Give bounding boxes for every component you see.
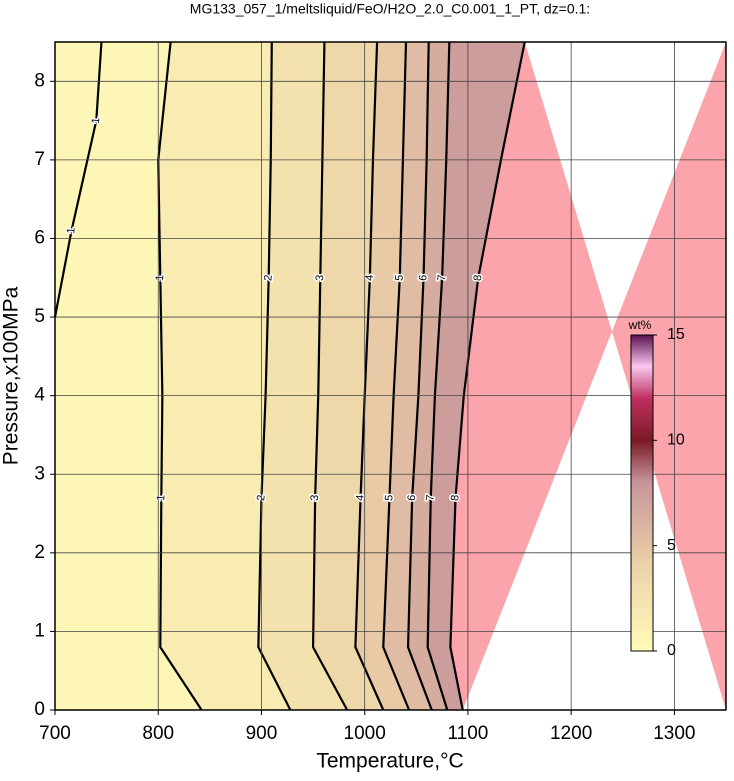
contour-label: 8 [449,494,461,501]
contour-label: 5 [383,494,395,501]
y-tick-label: 6 [34,227,45,248]
contour-label: 7 [436,274,448,281]
y-tick-label: 4 [34,385,45,406]
contour-fill [355,42,410,710]
colorbar-tick-label: 15 [667,326,685,343]
y-tick-label: 8 [34,70,45,91]
contour-label: 8 [472,274,484,281]
y-tick-label: 7 [34,149,45,170]
y-tick-label: 3 [34,463,45,484]
x-tick-label: 1000 [344,723,386,744]
y-tick-label: 2 [34,542,45,563]
colorbar-tick-label: 10 [667,432,685,449]
y-tick-label: 1 [34,620,45,641]
contour-fill [313,42,384,710]
contour-fill [408,42,450,710]
contour-label: 4 [364,274,376,281]
x-tick-label: 900 [246,723,278,744]
chart-title: MG133_057_1/meltsliquid/FeO/H2O_2.0_C0.0… [190,1,590,17]
x-tick-label: 1200 [550,723,592,744]
contour-label: 3 [309,494,321,501]
x-tick-label: 800 [142,723,174,744]
y-tick-label: 5 [34,306,45,327]
contour-fill [258,42,348,710]
contour-fill [158,42,291,710]
contour-label: 6 [417,274,429,281]
contour-fill [55,42,202,710]
contour-label: 1 [155,494,167,501]
contour-fill [450,42,726,710]
contour-label: 7 [424,494,436,501]
colorbar-tick-label: 0 [667,642,676,659]
contour-fill [383,42,432,710]
contour-label: 2 [262,274,274,281]
contour-label: 1 [154,274,166,281]
x-tick-label: 1100 [447,723,488,744]
y-axis-label: Pressure,x100MPa [0,286,23,465]
contour-label: 3 [314,274,326,281]
contour-label: 6 [406,494,418,501]
plot-frame [54,41,727,711]
contour-label: 4 [354,494,366,501]
colorbar-label: wt% [628,318,652,332]
x-tick-label: 700 [39,723,71,744]
colorbar [630,334,654,652]
x-axis-label: Temperature,°C [316,750,463,773]
plot-area: 112233445566778811 [53,41,726,711]
colorbar-tick-label: 5 [667,537,676,554]
x-tick-label: 1300 [653,723,695,744]
contour-fill [427,42,525,710]
y-tick-label: 0 [34,699,45,720]
contour-label: 1 [90,117,102,124]
contour-label: 1 [65,227,77,234]
contour-label: 5 [393,274,405,281]
